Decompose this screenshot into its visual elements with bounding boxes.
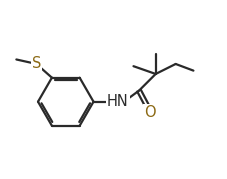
Text: HN: HN — [107, 94, 129, 109]
Text: S: S — [32, 56, 41, 71]
Text: O: O — [144, 105, 156, 120]
